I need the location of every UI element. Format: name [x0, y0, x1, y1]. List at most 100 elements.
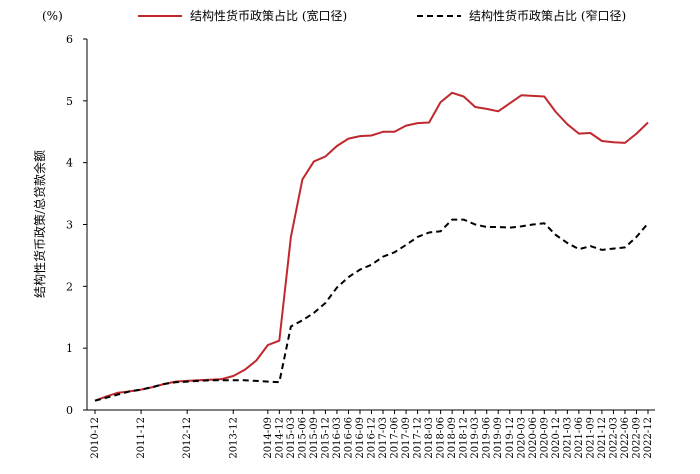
- data-point-wide: [486, 108, 488, 110]
- data-point-wide: [589, 132, 591, 134]
- y-tick-label: 4: [66, 157, 73, 170]
- data-point-narrow: [394, 251, 396, 253]
- x-tick-label: 2016-09: [355, 417, 366, 459]
- data-point-wide: [290, 236, 292, 238]
- data-point-narrow: [221, 379, 223, 381]
- data-point-narrow: [417, 236, 419, 238]
- data-point-wide: [497, 110, 499, 112]
- data-point-wide: [566, 123, 568, 125]
- data-point-narrow: [578, 248, 580, 250]
- x-tick-label: 2019-12: [505, 417, 516, 459]
- data-point-narrow: [359, 269, 361, 271]
- data-point-narrow: [566, 242, 568, 244]
- data-point-narrow: [336, 287, 338, 289]
- data-point-wide: [555, 111, 557, 113]
- data-point-narrow: [371, 264, 373, 266]
- x-tick-label: 2018-12: [459, 417, 470, 459]
- series-line-wide: [94, 91, 649, 402]
- data-point-narrow: [497, 226, 499, 228]
- data-point-wide: [394, 131, 396, 133]
- data-point-wide: [348, 138, 350, 140]
- data-point-narrow: [140, 389, 142, 391]
- y-unit-label: (%): [42, 9, 63, 23]
- data-point-wide: [578, 133, 580, 135]
- data-point-narrow: [463, 219, 465, 221]
- data-point-narrow: [232, 379, 234, 381]
- data-point-wide: [624, 142, 626, 144]
- data-point-narrow: [106, 397, 108, 399]
- x-tick-label: 2016-12: [367, 417, 378, 459]
- data-point-wide: [371, 135, 373, 137]
- y-ticks: 0 1 2 3 4 5 6: [66, 33, 87, 417]
- x-ticks: 2010-12 2011-12 2012-12 2013-12 2014-09 2014-…: [90, 410, 654, 459]
- x-tick-label: 2022-03: [608, 417, 619, 459]
- x-tick-label: 2012-12: [182, 417, 193, 459]
- data-point-narrow: [428, 232, 430, 234]
- x-tick-label: 2011-12: [136, 417, 147, 459]
- data-point-wide: [382, 131, 384, 133]
- x-tick-label: 2017-06: [390, 417, 401, 459]
- data-point-narrow: [486, 226, 488, 228]
- x-tick-label: 2020-03: [516, 417, 527, 459]
- data-point-narrow: [198, 380, 200, 382]
- data-point-wide: [232, 375, 234, 377]
- data-point-wide: [301, 178, 303, 180]
- y-tick-label: 2: [66, 280, 73, 293]
- data-point-wide: [244, 369, 246, 371]
- x-tick-label: 2010-12: [90, 417, 101, 459]
- data-point-wide: [509, 102, 511, 104]
- data-point-narrow: [117, 394, 119, 396]
- x-tick-label: 2017-03: [378, 417, 389, 459]
- x-tick-label: 2015-12: [320, 417, 331, 459]
- data-point-wide: [601, 140, 603, 142]
- x-tick-label: 2018-06: [436, 417, 447, 459]
- data-point-narrow: [382, 256, 384, 258]
- data-point-wide: [532, 95, 534, 97]
- data-point-narrow: [348, 276, 350, 278]
- data-point-narrow: [636, 236, 638, 238]
- data-point-wide: [255, 360, 257, 362]
- data-point-narrow: [612, 248, 614, 250]
- data-point-narrow: [244, 379, 246, 381]
- data-point-narrow: [589, 245, 591, 247]
- x-tick-label: 2014-12: [274, 417, 285, 459]
- y-tick-label: 6: [66, 33, 73, 46]
- x-tick-label: 2022-06: [620, 417, 631, 459]
- data-point-wide: [359, 135, 361, 137]
- x-tick-label: 2017-09: [401, 417, 412, 459]
- data-point-wide: [405, 125, 407, 127]
- x-tick-label: 2021-09: [585, 417, 596, 459]
- y-tick-label: 0: [66, 404, 73, 417]
- x-tick-label: 2019-09: [493, 417, 504, 459]
- y-tick-label: 3: [66, 219, 73, 232]
- data-point-narrow: [301, 319, 303, 321]
- data-point-narrow: [152, 386, 154, 388]
- x-tick-label: 2015-09: [309, 417, 320, 459]
- data-point-narrow: [405, 244, 407, 246]
- data-point-wide: [440, 101, 442, 103]
- x-tick-label: 2022-09: [631, 417, 642, 459]
- data-point-wide: [278, 340, 280, 342]
- data-point-narrow: [532, 224, 534, 226]
- data-point-narrow: [451, 219, 453, 221]
- x-tick-label: 2020-06: [528, 417, 539, 459]
- x-tick-label: 2020-12: [551, 417, 562, 459]
- series-layer: [94, 91, 649, 402]
- x-tick-label: 2019-06: [482, 417, 493, 459]
- data-point-narrow: [555, 234, 557, 236]
- x-tick-label: 2016-03: [332, 417, 343, 459]
- x-tick-label: 2022-12: [643, 417, 654, 459]
- data-point-narrow: [324, 302, 326, 304]
- data-point-narrow: [186, 381, 188, 383]
- x-tick-label: 2018-09: [447, 417, 458, 459]
- x-tick-label: 2014-09: [263, 417, 274, 459]
- data-point-narrow: [94, 400, 96, 402]
- legend-label-wide: 结构性货币政策占比 (宽口径): [190, 8, 347, 23]
- legend-label-narrow: 结构性货币政策占比 (窄口径): [469, 8, 626, 23]
- y-tick-label: 1: [66, 342, 73, 355]
- data-point-narrow: [163, 383, 165, 385]
- data-point-wide: [463, 96, 465, 98]
- data-point-wide: [543, 96, 545, 98]
- legend: 结构性货币政策占比 (宽口径) 结构性货币政策占比 (窄口径): [138, 8, 626, 23]
- data-point-narrow: [313, 312, 315, 314]
